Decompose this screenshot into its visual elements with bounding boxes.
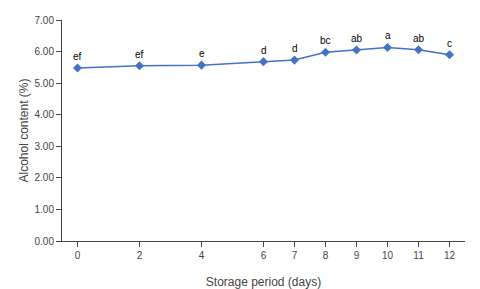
- svg-text:4.00: 4.00: [35, 109, 55, 120]
- svg-text:Storage period (days): Storage period (days): [206, 275, 321, 289]
- svg-text:Alcohol content (%): Alcohol content (%): [17, 78, 31, 182]
- svg-text:9: 9: [354, 250, 360, 261]
- svg-text:d: d: [261, 45, 267, 56]
- svg-text:6.00: 6.00: [35, 46, 55, 57]
- svg-text:0: 0: [75, 250, 81, 261]
- svg-text:ab: ab: [413, 33, 425, 44]
- svg-text:11: 11: [413, 250, 424, 261]
- svg-text:4: 4: [199, 250, 205, 261]
- svg-text:a: a: [385, 30, 391, 41]
- svg-text:ab: ab: [351, 33, 363, 44]
- svg-text:12: 12: [444, 250, 456, 261]
- svg-text:1.00: 1.00: [35, 204, 55, 215]
- svg-text:8: 8: [323, 250, 329, 261]
- svg-text:7: 7: [292, 250, 298, 261]
- svg-text:c: c: [447, 38, 452, 49]
- svg-text:ef: ef: [135, 49, 144, 60]
- svg-text:bc: bc: [320, 35, 331, 46]
- svg-text:6: 6: [261, 250, 267, 261]
- svg-text:2.00: 2.00: [35, 172, 55, 183]
- svg-text:d: d: [292, 43, 298, 54]
- svg-text:5.00: 5.00: [35, 78, 55, 89]
- svg-text:ef: ef: [73, 51, 82, 62]
- svg-text:3.00: 3.00: [35, 141, 55, 152]
- svg-text:7.00: 7.00: [35, 15, 55, 26]
- svg-text:10: 10: [382, 250, 394, 261]
- svg-text:e: e: [199, 48, 205, 59]
- svg-text:0.00: 0.00: [35, 236, 55, 247]
- svg-text:2: 2: [137, 250, 143, 261]
